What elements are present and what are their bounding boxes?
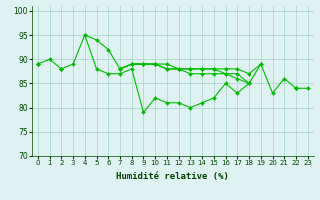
X-axis label: Humidité relative (%): Humidité relative (%) [116,172,229,181]
